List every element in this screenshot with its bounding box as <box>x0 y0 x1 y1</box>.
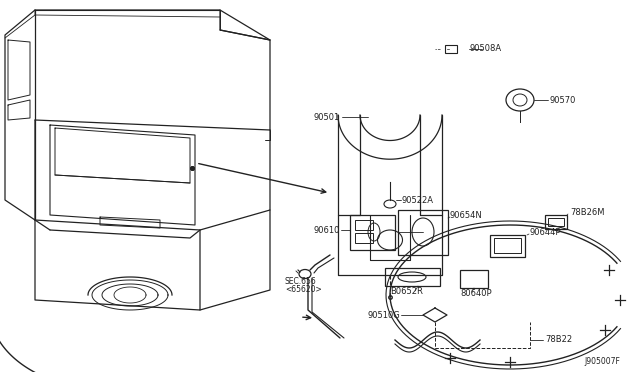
Bar <box>398 210 448 255</box>
Text: J905007F: J905007F <box>584 357 620 366</box>
Text: 90522A: 90522A <box>402 196 434 205</box>
Bar <box>350 215 395 250</box>
Text: 90570: 90570 <box>550 96 577 105</box>
Bar <box>545 215 567 229</box>
Bar <box>385 268 440 286</box>
Bar <box>355 233 373 243</box>
Text: 90510G: 90510G <box>367 311 400 320</box>
Text: B0652R: B0652R <box>390 288 423 296</box>
Text: <65620>: <65620> <box>285 285 322 295</box>
Text: 78B22: 78B22 <box>545 336 572 344</box>
Text: 90654N: 90654N <box>450 211 483 219</box>
Bar <box>460 270 488 288</box>
Text: 80640P: 80640P <box>460 289 492 298</box>
Bar <box>490 235 525 257</box>
Bar <box>445 45 457 53</box>
Text: 90508A: 90508A <box>470 44 502 52</box>
Text: 78B26M: 78B26M <box>570 208 605 217</box>
Text: 90644P: 90644P <box>530 228 561 237</box>
Bar <box>548 218 564 226</box>
Bar <box>494 238 521 253</box>
Bar <box>355 220 373 230</box>
Text: 90501: 90501 <box>314 112 340 122</box>
Text: 90610: 90610 <box>314 225 340 234</box>
Text: SEC.656: SEC.656 <box>285 278 317 286</box>
